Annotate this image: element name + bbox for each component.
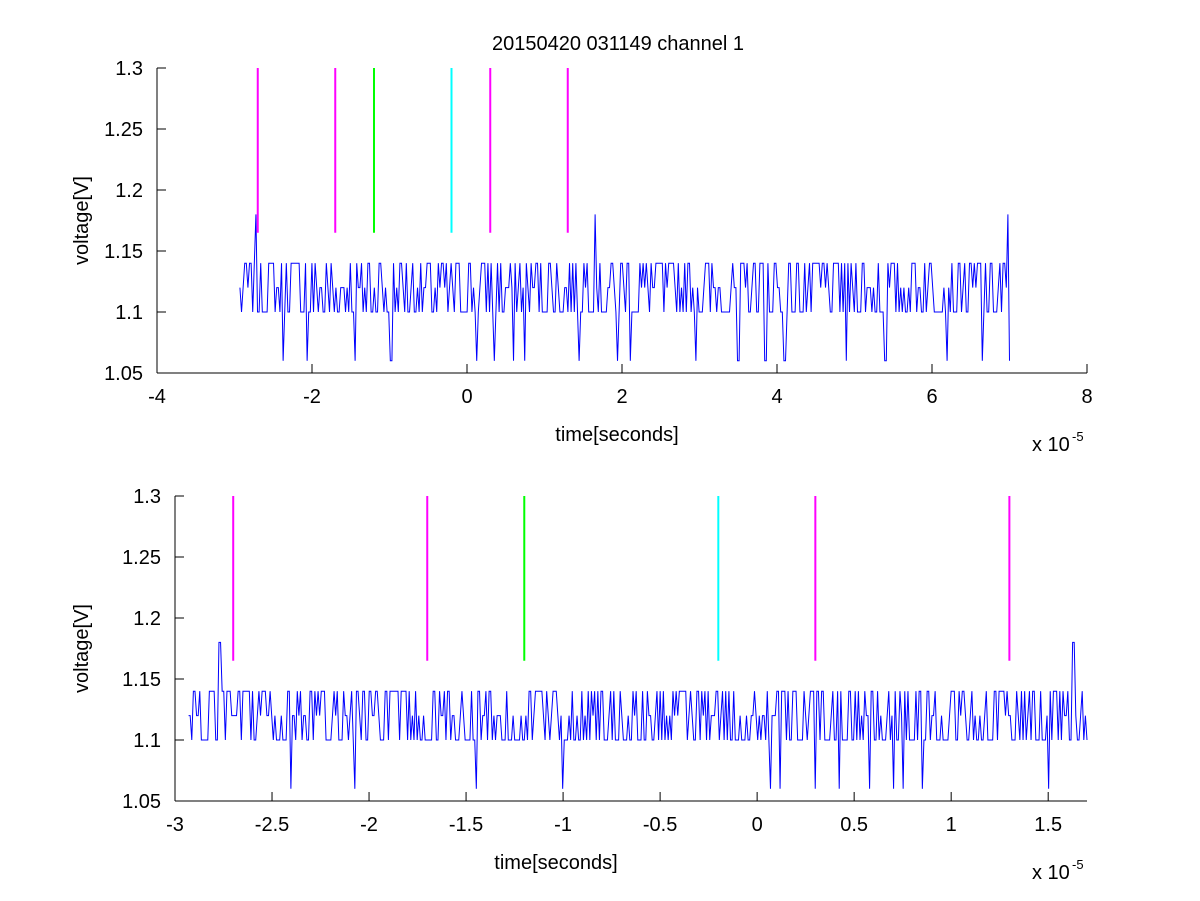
x-tick-label: -0.5	[643, 814, 677, 836]
x-tick-label: 6	[926, 386, 937, 408]
y-axis-label: voltage[V]	[71, 176, 93, 265]
y-tick-label: 1.1	[115, 302, 143, 324]
y-tick-label: 1.2	[133, 608, 161, 630]
signal-trace	[239, 214, 1010, 362]
x-exponent: -5	[1072, 857, 1084, 872]
x-tick-label: 2	[616, 386, 627, 408]
x-exponent: -5	[1072, 429, 1084, 444]
y-tick-label: 1.3	[115, 58, 143, 80]
x-exponent-label: x 10	[1032, 862, 1070, 884]
x-tick-label: 0.5	[840, 814, 868, 836]
y-tick-label: 1.1	[133, 730, 161, 752]
y-tick-label: 1.25	[122, 547, 161, 569]
x-axis-label: time[seconds]	[494, 852, 617, 874]
x-tick-label: 1	[946, 814, 957, 836]
x-tick-label: -4	[148, 386, 166, 408]
x-tick-label: -1.5	[449, 814, 483, 836]
y-tick-label: 1.05	[104, 363, 143, 385]
x-tick-label: 0	[752, 814, 763, 836]
x-tick-label: -2	[360, 814, 378, 836]
x-tick-label: -1	[554, 814, 572, 836]
x-tick-label: -3	[166, 814, 184, 836]
y-tick-label: 1.15	[122, 669, 161, 691]
x-tick-label: 4	[771, 386, 782, 408]
x-tick-label: 1.5	[1034, 814, 1062, 836]
x-tick-label: -2	[303, 386, 321, 408]
y-axis-label: voltage[V]	[71, 604, 93, 693]
y-tick-label: 1.3	[133, 486, 161, 508]
y-tick-label: 1.05	[122, 791, 161, 813]
axes-bottom: -3 -2.5 -2 -1.5 -1 -0.5 0 0.5 1 1.5 1.05 1.1 1.15 1.2…	[71, 486, 1088, 884]
x-tick-label: 0	[461, 386, 472, 408]
x-tick-label: 8	[1081, 386, 1092, 408]
x-exponent-label: x 10	[1032, 434, 1070, 456]
y-tick-label: 1.15	[104, 241, 143, 263]
axes-top: -4 -2 0 2 4 6 8 1.05 1.1 1.15 1.2 1.25 1.3 time[secon…	[71, 58, 1093, 456]
signal-trace	[188, 641, 1088, 789]
figure-title: 20150420 031149 channel 1	[492, 33, 744, 55]
x-tick-label: -2.5	[255, 814, 289, 836]
x-axis-label: time[seconds]	[555, 424, 678, 446]
y-tick-label: 1.25	[104, 119, 143, 141]
y-tick-label: 1.2	[115, 180, 143, 202]
